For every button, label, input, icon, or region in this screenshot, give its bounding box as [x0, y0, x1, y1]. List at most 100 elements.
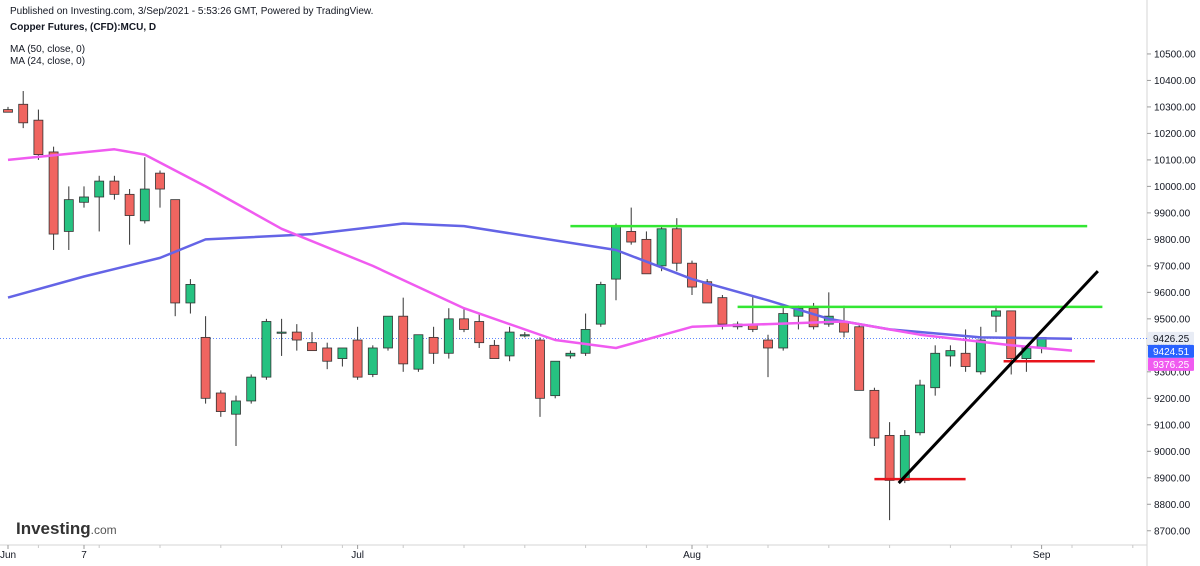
- candle-up[interactable]: [63, 186, 74, 250]
- candle-up[interactable]: [945, 345, 956, 367]
- candle-down[interactable]: [291, 324, 302, 351]
- candle-up[interactable]: [595, 281, 606, 327]
- candle-up[interactable]: [139, 157, 150, 224]
- candle-down[interactable]: [18, 91, 29, 129]
- candle-up[interactable]: [413, 334, 424, 372]
- candle-body: [641, 238, 652, 275]
- candle-down[interactable]: [641, 231, 652, 275]
- candle-body: [626, 231, 637, 243]
- candle-down[interactable]: [109, 175, 120, 200]
- candle-up[interactable]: [565, 350, 576, 359]
- candle-up[interactable]: [367, 345, 378, 378]
- candle-up[interactable]: [580, 313, 591, 356]
- candle-up[interactable]: [519, 332, 530, 338]
- candle-down[interactable]: [869, 387, 880, 446]
- candle-down[interactable]: [763, 334, 773, 378]
- price-tag-ma24: 9376.25: [1148, 357, 1194, 371]
- candle-down[interactable]: [747, 294, 758, 333]
- candle-up[interactable]: [550, 360, 561, 399]
- candle-up[interactable]: [778, 305, 789, 351]
- candle-down[interactable]: [200, 316, 211, 404]
- candle-up[interactable]: [185, 279, 196, 314]
- candle-body: [763, 339, 773, 349]
- candle-up[interactable]: [915, 379, 925, 436]
- candle-body: [261, 321, 272, 378]
- candle-down[interactable]: [535, 337, 545, 417]
- price-tag-ma50: 9424.51: [1148, 344, 1194, 358]
- candle-down[interactable]: [459, 308, 469, 333]
- candle-up[interactable]: [930, 345, 941, 396]
- candle-body: [109, 180, 120, 195]
- candle-down[interactable]: [170, 199, 181, 317]
- candle-body: [124, 193, 135, 216]
- ma50-line: [7, 222, 1073, 340]
- candle-up[interactable]: [276, 318, 287, 356]
- candle-up[interactable]: [246, 374, 257, 404]
- candle-body: [398, 315, 409, 365]
- x-tick-label: Jun: [0, 550, 16, 561]
- candle-body: [960, 352, 971, 367]
- candle-down[interactable]: [155, 170, 165, 208]
- candle-body: [671, 228, 682, 264]
- y-tick-label: 9200.00: [1154, 394, 1191, 405]
- candle-body: [550, 360, 561, 397]
- candle-body: [930, 352, 941, 389]
- candle-up[interactable]: [991, 305, 1001, 333]
- candle-body: [884, 434, 895, 481]
- candle-body: [580, 329, 591, 354]
- candle-down[interactable]: [398, 297, 409, 372]
- candle-down[interactable]: [428, 326, 439, 364]
- symbol-title: Copper Futures, (CFD):MCU, D: [10, 22, 157, 33]
- candle-up[interactable]: [975, 326, 986, 375]
- candle-down[interactable]: [3, 106, 13, 113]
- candle-up[interactable]: [443, 308, 454, 359]
- price-tag-label: 9376.25: [1153, 360, 1190, 371]
- candle-body: [428, 336, 439, 354]
- y-tick-label: 9700.00: [1154, 261, 1191, 272]
- candle-body: [276, 331, 287, 334]
- candle-down[interactable]: [352, 326, 363, 380]
- price-tag-box: [1148, 331, 1194, 345]
- candle-body: [611, 225, 621, 280]
- candle-body: [899, 434, 910, 481]
- candle-down[interactable]: [48, 146, 59, 250]
- candle-body: [3, 109, 13, 113]
- y-tick-label: 10000.00: [1154, 182, 1196, 193]
- candle-body: [63, 199, 74, 232]
- candle-up[interactable]: [261, 318, 272, 380]
- svg-text:Investing.com: Investing.com: [16, 519, 117, 538]
- candle-down[interactable]: [854, 324, 865, 391]
- candle-body: [1006, 310, 1017, 359]
- candle-down[interactable]: [884, 422, 895, 521]
- candle-down[interactable]: [124, 189, 135, 245]
- candle-up[interactable]: [611, 223, 621, 301]
- candle-up[interactable]: [504, 326, 515, 362]
- candle-up[interactable]: [899, 430, 910, 484]
- candle-down[interactable]: [474, 313, 485, 348]
- candle-up[interactable]: [1036, 336, 1047, 354]
- y-tick-label: 9800.00: [1154, 235, 1191, 246]
- candle-up[interactable]: [656, 226, 667, 272]
- candle-down[interactable]: [33, 109, 44, 160]
- candle-body: [337, 347, 348, 359]
- candle-up[interactable]: [79, 186, 89, 208]
- ma24-legend[interactable]: MA (24, close, 0): [10, 56, 86, 67]
- candle-body: [307, 342, 317, 352]
- candle-down[interactable]: [489, 340, 500, 359]
- candle-body: [18, 103, 29, 124]
- trend-line[interactable]: [897, 270, 1099, 485]
- candle-up[interactable]: [94, 175, 105, 232]
- candle-up[interactable]: [231, 395, 241, 446]
- candle-body: [656, 228, 667, 267]
- candle-down[interactable]: [215, 390, 226, 417]
- candle-down[interactable]: [322, 342, 333, 370]
- candle-body: [352, 339, 363, 378]
- candle-up[interactable]: [337, 347, 348, 367]
- candle-down[interactable]: [717, 294, 728, 330]
- logo-brand: Investing: [16, 519, 91, 538]
- candle-up[interactable]: [383, 315, 393, 351]
- candle-down[interactable]: [307, 332, 317, 352]
- ma50-legend[interactable]: MA (50, close, 0): [10, 44, 86, 55]
